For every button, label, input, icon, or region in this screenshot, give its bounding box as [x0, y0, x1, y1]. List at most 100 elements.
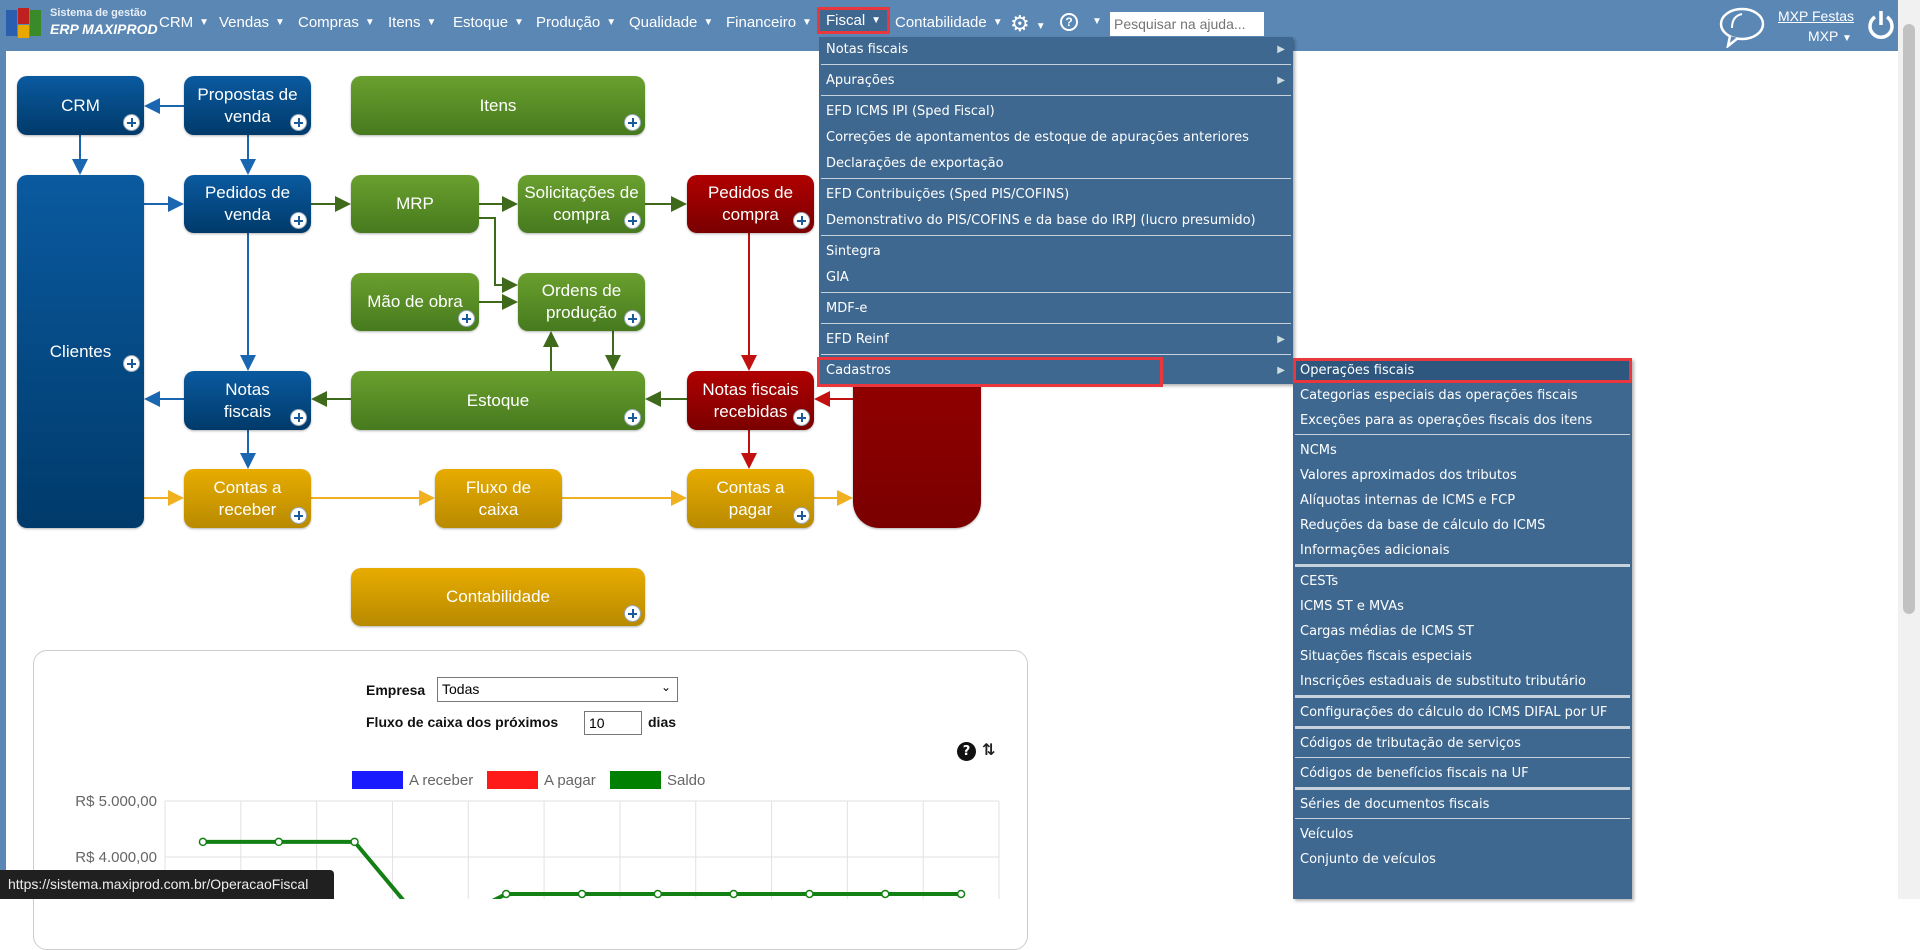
submenu-item-cargas-medias-de-icms-st[interactable]: Cargas médias de ICMS ST: [1293, 619, 1632, 644]
menu-item-efd-icms-ipi-sped-fiscal[interactable]: EFD ICMS IPI (Sped Fiscal): [819, 99, 1293, 125]
box-label: Contas a receber: [213, 477, 282, 519]
nav-itens[interactable]: Itens ▼: [388, 14, 436, 31]
plus-circle-icon[interactable]: [624, 310, 641, 327]
power-icon[interactable]: [1866, 8, 1896, 42]
submenu-item-inscricoes-estaduais-de-substituto-tributario[interactable]: Inscrições estaduais de substituto tribu…: [1293, 669, 1632, 694]
mrp-box[interactable]: MRP: [351, 175, 479, 233]
submenu-item-codigos-de-tributacao-de-servicos[interactable]: Códigos de tributação de serviços: [1293, 731, 1632, 756]
nav-contabilidade[interactable]: Contabilidade ▼: [895, 14, 1003, 31]
fluxo-de-caixa-box[interactable]: Fluxo de caixa: [435, 469, 562, 528]
menu-item-efd-reinf[interactable]: EFD Reinf ▶: [819, 327, 1293, 353]
submenu-item-configuracoes-do-calculo-do-icms-difal-por-uf[interactable]: Configurações do cálculo do ICMS DIFAL p…: [1293, 700, 1632, 725]
plus-circle-icon[interactable]: [458, 310, 475, 327]
submenu-item-aliquotas-internas-de-icms-e-fcp[interactable]: Alíquotas internas de ICMS e FCP: [1293, 488, 1632, 513]
help-search-input[interactable]: [1110, 12, 1264, 36]
menu-separator: [821, 64, 1291, 66]
pedidos-de-venda-box[interactable]: Pedidos de venda: [184, 175, 311, 233]
box-label: CRM: [61, 95, 100, 115]
menu-item-mdf-e[interactable]: MDF-e: [819, 296, 1293, 322]
question-circle-icon[interactable]: ?: [957, 742, 976, 761]
nav-estoque[interactable]: Estoque ▼: [453, 14, 524, 31]
submenu-item-ncms[interactable]: NCMs: [1293, 438, 1632, 463]
cashflow-chart: R$ 5.000,00 R$ 4.000,00: [75, 793, 1000, 899]
notas-fiscais-recebidas-box[interactable]: Notas fiscais recebidas: [687, 371, 814, 430]
submenu-item-conjunto-de-veiculos[interactable]: Conjunto de veículos: [1293, 847, 1632, 872]
menu-item-demonstrativo-do-pis-cofins-e-da-base-do-irpj-lucro-presumido[interactable]: Demonstrativo do PIS/COFINS e da base do…: [819, 208, 1293, 234]
submenu-item-cests[interactable]: CESTs: [1293, 569, 1632, 594]
plus-circle-icon[interactable]: [123, 114, 140, 131]
submenu-item-veiculos[interactable]: Veículos: [1293, 822, 1632, 847]
help-menu[interactable]: ? ▼: [1060, 13, 1102, 31]
itens-box[interactable]: Itens: [351, 76, 645, 135]
nav-label: Contabilidade: [895, 14, 987, 31]
nav-fiscal[interactable]: Fiscal ▼: [816, 7, 891, 34]
scrollbar[interactable]: [1898, 0, 1920, 899]
box-label: Pedidos de compra: [707, 183, 794, 224]
plus-circle-icon[interactable]: [793, 212, 810, 229]
submenu-item-reducoes-da-base-de-calculo-do-icms[interactable]: Reduções da base de cálculo do ICMS: [1293, 513, 1632, 538]
menu-item-gia[interactable]: GIA: [819, 265, 1293, 291]
user-menu[interactable]: MXP ▼: [1808, 28, 1852, 44]
legend-label: Saldo: [667, 771, 706, 789]
menu-item-cadastros[interactable]: Cadastros ▶: [819, 358, 1293, 384]
menu-item-correcoes-de-apontamentos-de-estoque-de-apuracoes-anteriores[interactable]: Correções de apontamentos de estoque de …: [819, 125, 1293, 151]
solicitacoes-de-compra-box[interactable]: Solicitações de compra: [518, 175, 645, 233]
contabilidade-box[interactable]: Contabilidade: [351, 568, 645, 626]
contas-a-pagar-box[interactable]: Contas a pagar: [687, 469, 814, 528]
plus-circle-icon[interactable]: [290, 409, 307, 426]
logo-icon[interactable]: [6, 8, 44, 38]
caret-down-icon: ▼: [992, 17, 1003, 28]
crm-box[interactable]: CRM: [17, 76, 144, 135]
scrollbar-thumb[interactable]: [1903, 24, 1915, 614]
menu-item-notas-fiscais[interactable]: Notas fiscais ▶: [819, 37, 1293, 63]
plus-circle-icon[interactable]: [624, 409, 641, 426]
menu-item-efd-contribuicoes-sped-pis-cofins[interactable]: EFD Contribuições (Sped PIS/COFINS): [819, 182, 1293, 208]
company-link[interactable]: MXP Festas: [1778, 8, 1854, 24]
pedidos-de-compra-box[interactable]: Pedidos de compra: [687, 175, 814, 233]
y-tick-label: R$ 4.000,00: [75, 849, 157, 866]
contas-a-receber-box[interactable]: Contas a receber: [184, 469, 311, 528]
question-circle-icon: ?: [1060, 13, 1078, 31]
menu-item-apuracoes[interactable]: Apurações ▶: [819, 68, 1293, 94]
submenu-item-valores-aproximados-dos-tributos[interactable]: Valores aproximados dos tributos: [1293, 463, 1632, 488]
nav-crm[interactable]: CRM ▼: [159, 14, 209, 31]
nav-vendas[interactable]: Vendas ▼: [219, 14, 285, 31]
ordens-de-producao-box[interactable]: Ordens de produção: [518, 273, 645, 331]
plus-circle-icon[interactable]: [290, 507, 307, 524]
nav-compras[interactable]: Compras ▼: [298, 14, 375, 31]
empresa-select[interactable]: Todas ⌄: [437, 677, 678, 702]
nav-qualidade[interactable]: Qualidade ▼: [629, 14, 713, 31]
notas-fiscais-box[interactable]: Notas fiscais: [184, 371, 311, 430]
nav-financeiro[interactable]: Financeiro ▼: [726, 14, 812, 31]
plus-circle-icon[interactable]: [624, 605, 641, 622]
submenu-item-codigos-de-beneficios-fiscais-na-uf[interactable]: Códigos de benefícios fiscais na UF: [1293, 761, 1632, 786]
plus-circle-icon[interactable]: [123, 355, 140, 372]
settings-menu[interactable]: ⚙ ▼: [1010, 11, 1046, 37]
nav-producao[interactable]: Produção ▼: [536, 14, 616, 31]
submenu-item-informacoes-adicionais[interactable]: Informações adicionais: [1293, 538, 1632, 563]
menu-item-label: EFD Reinf: [826, 332, 889, 347]
menu-item-label: Correções de apontamentos de estoque de …: [826, 130, 1249, 145]
propostas-de-venda-box[interactable]: Propostas de venda: [184, 76, 311, 135]
menu-item-label: Alíquotas internas de ICMS e FCP: [1300, 493, 1516, 508]
plus-circle-icon[interactable]: [624, 114, 641, 131]
speech-bubble-icon[interactable]: [1718, 6, 1766, 48]
refresh-icon[interactable]: ⇅: [982, 740, 996, 759]
submenu-item-icms-st-e-mvas[interactable]: ICMS ST e MVAs: [1293, 594, 1632, 619]
submenu-item-operacoes-fiscais[interactable]: Operações fiscais: [1293, 358, 1632, 383]
plus-circle-icon[interactable]: [793, 409, 810, 426]
estoque-box[interactable]: Estoque: [351, 371, 645, 430]
plus-circle-icon[interactable]: [290, 114, 307, 131]
menu-item-declaracoes-de-exportacao[interactable]: Declarações de exportação: [819, 151, 1293, 177]
days-input[interactable]: [584, 711, 642, 735]
submenu-item-excecoes-para-as-operacoes-fiscais-dos-itens[interactable]: Exceções para as operações fiscais dos i…: [1293, 408, 1632, 433]
plus-circle-icon[interactable]: [793, 507, 810, 524]
submenu-item-series-de-documentos-fiscais[interactable]: Séries de documentos fiscais: [1293, 792, 1632, 817]
submenu-item-categorias-especiais-das-operacoes-fiscais[interactable]: Categorias especiais das operações fisca…: [1293, 383, 1632, 408]
submenu-item-situacoes-fiscais-especiais[interactable]: Situações fiscais especiais: [1293, 644, 1632, 669]
plus-circle-icon[interactable]: [290, 212, 307, 229]
plus-circle-icon[interactable]: [624, 212, 641, 229]
clientes-box[interactable]: Clientes: [17, 175, 144, 528]
mao-de-obra-box[interactable]: Mão de obra: [351, 273, 479, 331]
menu-item-sintegra[interactable]: Sintegra: [819, 239, 1293, 265]
